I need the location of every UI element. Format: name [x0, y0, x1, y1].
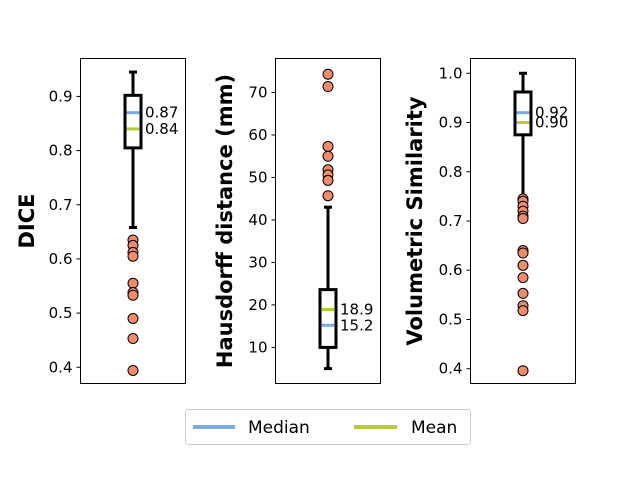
volsim-ylabel: Volumetric Similarity [403, 96, 427, 346]
hausdorff-outlier [322, 68, 334, 80]
legend-frame [185, 409, 471, 445]
volsim-outlier [517, 259, 529, 271]
legend-median-label: Median [248, 418, 310, 438]
legend-mean-label: Mean [411, 418, 457, 438]
hausdorff-outlier [322, 150, 334, 162]
hausdorff-box [318, 288, 338, 349]
volsim-ytick-label: 1.0 [439, 64, 463, 82]
hausdorff-outlier [322, 81, 334, 93]
volsim-outlier [517, 305, 529, 317]
dice-ytick-label: 0.5 [49, 304, 73, 322]
volsim-ytick-label: 0.9 [439, 114, 463, 132]
dice-median-label: 0.87 [145, 104, 178, 122]
volsim-outlier [517, 365, 529, 377]
dice-ylabel: DICE [15, 193, 39, 248]
dice-outlier [127, 365, 139, 376]
hausdorff-ytick-label: 50 [248, 168, 267, 186]
dice-box [123, 93, 143, 150]
hausdorff-ytick-label: 10 [248, 338, 267, 356]
hausdorff-ytick-label: 20 [248, 296, 267, 314]
dice-outlier [127, 313, 139, 324]
volsim-ytick-label: 0.6 [439, 261, 463, 279]
hausdorff-outlier [322, 190, 334, 202]
hausdorff-ytick-label: 40 [248, 211, 267, 229]
dice-mean-label: 0.84 [145, 120, 178, 138]
volsim-outlier [517, 272, 529, 284]
volsim-outlier [517, 287, 529, 299]
volsim-outlier [517, 247, 529, 259]
dice-ytick-label: 0.8 [49, 142, 73, 160]
volsim-ytick-label: 0.8 [439, 163, 463, 181]
hausdorff-mean-label: 18.9 [340, 301, 373, 319]
dice-ytick-label: 0.7 [49, 196, 73, 214]
volsim-mean-label: 0.90 [535, 114, 568, 132]
hausdorff-outlier [322, 174, 334, 186]
dice-ytick-label: 0.6 [49, 250, 73, 268]
legend: Median Mean [185, 409, 471, 445]
hausdorff-ytick-label: 60 [248, 126, 267, 144]
volsim-ytick-label: 0.4 [439, 360, 463, 378]
dice-ytick-label: 0.4 [49, 358, 73, 376]
dice-outlier [127, 289, 139, 301]
dice-outlier [127, 250, 139, 262]
dice-outlier [127, 333, 139, 345]
plot-layer: 0.4 0.5 0.6 0.7 0.8 0.9 0.870.84 10 20 30 40 50 60 70… [49, 64, 569, 377]
hausdorff-ytick-label: 70 [248, 83, 267, 101]
hausdorff-median-label: 15.2 [340, 316, 373, 334]
hausdorff-ytick-label: 30 [248, 253, 267, 271]
dice-ytick-label: 0.9 [49, 87, 73, 105]
volsim-outlier [517, 213, 529, 225]
dice-panel-frame [80, 58, 186, 384]
hausdorff-panel-frame [275, 58, 381, 384]
dice-outlier [127, 277, 139, 289]
hausdorff-ylabel: Hausdorff distance (mm) [213, 74, 237, 368]
volsim-ytick-label: 0.7 [439, 212, 463, 230]
hausdorff-outlier [322, 140, 334, 152]
volsim-median-label: 0.92 [535, 104, 568, 122]
volsim-ytick-label: 0.5 [439, 310, 463, 328]
